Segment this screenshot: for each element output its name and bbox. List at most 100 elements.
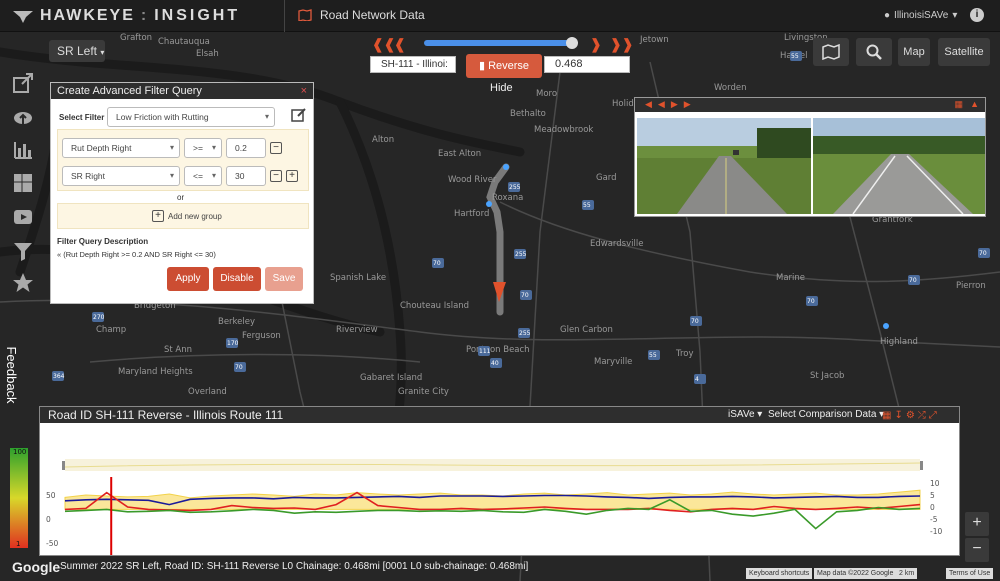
overview-handle-left[interactable] xyxy=(62,461,65,470)
comparison-data-dropdown[interactable]: Select Comparison Data ▾ xyxy=(768,409,885,420)
sr-dropdown[interactable]: SR Left ▾ xyxy=(49,40,105,62)
grid-layout-icon[interactable]: ▦ xyxy=(954,99,963,109)
filter-select-value: Low Friction with Rutting xyxy=(116,112,209,122)
road-shield-number: 70 xyxy=(235,364,243,371)
filter-icon[interactable] xyxy=(12,240,34,262)
road-shield: 55 xyxy=(790,51,802,61)
map-search-button[interactable] xyxy=(856,38,892,66)
logo-text-hawkeye: HAWKEYE xyxy=(40,7,135,24)
road-shield: 111 xyxy=(478,346,491,356)
chevron-down-icon: ▾ xyxy=(264,112,269,121)
app-logo[interactable]: HAWKEYE : INSIGHT xyxy=(12,6,240,26)
condition-operator-value: <= xyxy=(193,171,203,181)
share-icon[interactable] xyxy=(12,72,34,94)
skip-back-icon[interactable]: ❰❰ xyxy=(372,36,396,52)
zoom-out-button[interactable]: − xyxy=(965,538,989,562)
road-id-field[interactable]: SH-111 - Illinoi: xyxy=(370,56,456,73)
filter-description-label: Filter Query Description xyxy=(57,237,149,246)
isave-dropdown[interactable]: iSAVe ▾ xyxy=(728,409,763,420)
place-label: Elsah xyxy=(196,49,219,59)
road-shield-number: 255 xyxy=(519,330,531,337)
satellite-type-button[interactable]: Satellite xyxy=(938,38,990,66)
map-type-button[interactable]: Map xyxy=(898,38,930,66)
playback-slider[interactable] xyxy=(424,40,576,46)
bar-chart-icon[interactable] xyxy=(12,138,34,160)
place-label: Grafton xyxy=(120,33,152,43)
road-shield: 55 xyxy=(648,350,660,360)
place-label: Chautauqua xyxy=(158,37,210,47)
place-label: Pierron xyxy=(956,281,986,291)
apply-button[interactable]: Apply xyxy=(167,267,209,291)
road-shield-number: 55 xyxy=(649,352,657,359)
filter-select[interactable]: Low Friction with Rutting ▾ xyxy=(107,107,275,127)
overview-handle-right[interactable] xyxy=(920,461,923,470)
road-shield: 55 xyxy=(582,200,594,210)
road-shield-number: 4 xyxy=(695,376,699,383)
comparison-data-label: Select Comparison Data xyxy=(768,409,877,420)
road-shield: 4 xyxy=(694,374,706,384)
chevron-down-icon: ▾ xyxy=(100,48,105,57)
condition-field-select[interactable]: Rut Depth Right ▾ xyxy=(62,138,180,158)
keyboard-shortcuts-link[interactable]: Keyboard shortcuts xyxy=(746,568,813,579)
hide-link[interactable]: Hide xyxy=(490,82,513,94)
skip-forward-icon[interactable]: ❱❱ xyxy=(610,36,634,52)
road-data-chart-panel: Road ID SH-111 Reverse - Illinois Route … xyxy=(39,406,960,569)
zoom-in-button[interactable]: + xyxy=(965,512,989,536)
reverse-button[interactable]: ▮ Reverse xyxy=(466,54,542,78)
logo-text-insight: INSIGHT xyxy=(154,7,241,24)
condition-field-select[interactable]: SR Right ▾ xyxy=(62,166,180,186)
video-icon[interactable] xyxy=(12,206,34,228)
map-data-attribution: Map data ©2022 Google xyxy=(814,568,897,579)
front-camera-image xyxy=(637,118,811,214)
series-line xyxy=(64,494,921,506)
road-shield-badge xyxy=(92,312,104,322)
disable-button[interactable]: Disable xyxy=(213,267,261,291)
condition-operator-select[interactable]: <= ▾ xyxy=(184,166,222,186)
chart-toolbar-icons[interactable]: ▦↧⚙⤮⤢ xyxy=(882,410,940,421)
road-shield: 70 xyxy=(908,275,920,285)
collapse-icon[interactable]: ▲ xyxy=(970,99,979,109)
user-menu[interactable]: ● IllinoisiSAVe ▾ xyxy=(884,10,957,21)
road-shield: 70 xyxy=(978,248,990,258)
road-video-panel: ◀◀▶▶ ▦ ▲ xyxy=(634,97,986,217)
add-condition-icon[interactable]: + xyxy=(286,170,298,182)
close-icon[interactable]: × xyxy=(300,85,307,97)
condition-operator-select[interactable]: >= ▾ xyxy=(184,138,222,158)
playback-slider-handle[interactable] xyxy=(566,37,578,49)
feedback-tab[interactable]: Feedback xyxy=(0,340,24,410)
road-shield-badge xyxy=(234,362,246,372)
road-shield-number: 70 xyxy=(909,277,917,284)
road-shield-number: 111 xyxy=(479,348,491,355)
road-shield-number: 270 xyxy=(93,314,105,321)
terms-link[interactable]: Terms of Use xyxy=(946,568,994,579)
info-icon[interactable]: i xyxy=(970,8,984,22)
condition-value-input[interactable]: 0.2 xyxy=(226,138,266,158)
remove-condition-icon[interactable]: − xyxy=(270,170,282,182)
remove-condition-icon[interactable]: − xyxy=(270,142,282,154)
filter-panel-header: Create Advanced Filter Query × xyxy=(51,83,313,99)
star-icon[interactable] xyxy=(12,272,34,294)
edit-icon[interactable] xyxy=(291,107,307,123)
chainage-field[interactable]: 0.468 xyxy=(544,56,630,73)
road-shield-badge xyxy=(514,249,526,259)
video-playback-controls[interactable]: ◀◀▶▶ xyxy=(645,99,697,109)
user-icon: ● xyxy=(884,10,891,21)
chevron-down-icon: ▾ xyxy=(211,143,216,152)
cloud-upload-icon[interactable] xyxy=(12,106,34,128)
step-back-icon[interactable]: ❰ xyxy=(394,36,406,52)
step-forward-icon[interactable]: ❱ xyxy=(590,36,602,52)
section-title-text: Road Network Data xyxy=(320,8,425,22)
condition-value-input[interactable]: 30 xyxy=(226,166,266,186)
map-data-icon[interactable] xyxy=(12,172,34,194)
series-area-yellow xyxy=(64,489,921,510)
place-label: Highland xyxy=(880,337,918,347)
save-button[interactable]: Save xyxy=(265,267,303,291)
place-label: Meadowbrook xyxy=(534,125,593,135)
road-shield: 270 xyxy=(92,312,105,322)
user-name: IllinoisiSAVe xyxy=(894,10,949,21)
add-group-button[interactable]: + Add new group xyxy=(152,210,222,222)
map-layers-button[interactable] xyxy=(813,38,849,66)
rear-camera-image xyxy=(813,118,985,214)
section-title: Road Network Data xyxy=(298,8,425,22)
